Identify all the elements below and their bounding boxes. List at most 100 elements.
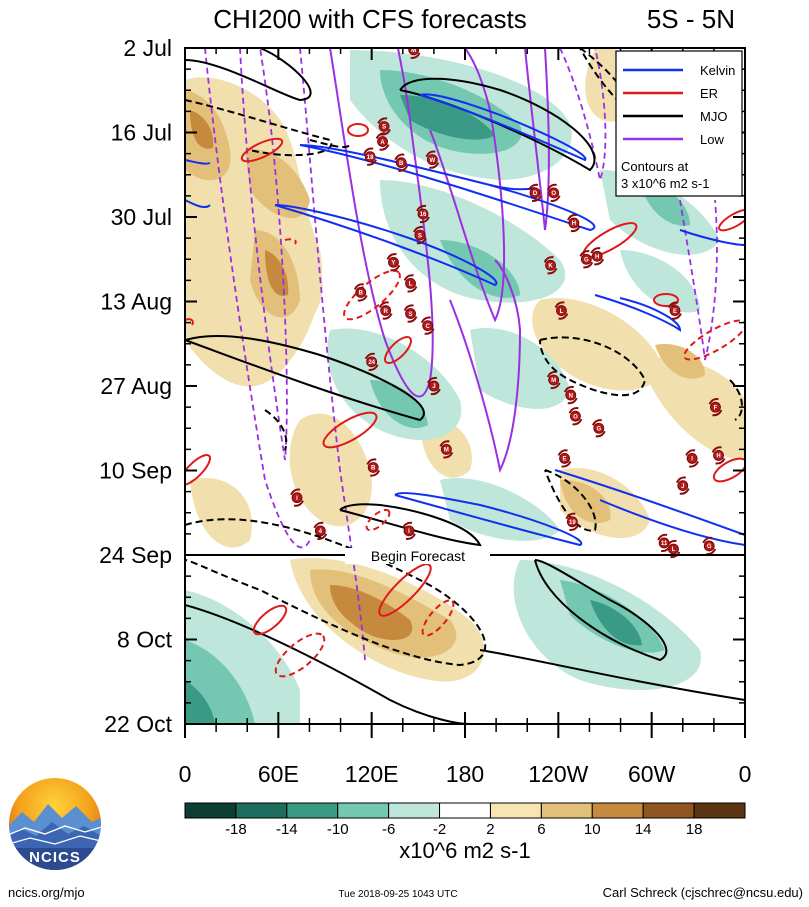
- colorbar-swatch: [235, 802, 288, 819]
- x-axis-labels: 0 60E 120E 180 120W 60W 0: [179, 761, 752, 787]
- storm-marker: N: [563, 385, 578, 405]
- storm-icon-arms: [290, 488, 304, 507]
- storm-label: B: [399, 161, 404, 167]
- storm-icon: [377, 136, 388, 147]
- storm-marker: A: [375, 132, 390, 151]
- storm-icon-arms: [554, 301, 569, 320]
- colorbar-swatch: [642, 802, 695, 819]
- storm-icon: [426, 154, 438, 166]
- storm-icon: [686, 453, 698, 464]
- storm-icon: [422, 320, 434, 332]
- storm-label: 4: [319, 529, 323, 535]
- storm-icon: [378, 121, 390, 132]
- storm-icon: [677, 480, 689, 491]
- storm-icon-arms: [591, 419, 606, 438]
- colorbar-tick-label: -10: [327, 821, 349, 838]
- storm-label: I: [296, 496, 298, 502]
- storm-icon: [570, 410, 581, 422]
- storm-icon-arms: [394, 153, 409, 172]
- colorbar-swatch: [184, 802, 237, 819]
- colorbar-swatch: [540, 802, 593, 819]
- ncics-logo: NCICS: [9, 778, 101, 870]
- storm-icon: [593, 422, 605, 434]
- storm-label: S: [409, 312, 413, 318]
- storm-icon-arms: [386, 253, 401, 272]
- storm-label: B: [359, 291, 364, 297]
- storm-marker: G: [579, 250, 594, 269]
- x-tick-label: 60E: [258, 761, 299, 787]
- storm-icon-arms: [420, 316, 435, 335]
- storm-marker: I: [402, 521, 416, 540]
- storm-label: 24: [368, 360, 375, 366]
- positive-shading-dark: [190, 110, 413, 640]
- chart-title: CHI200 with CFS forecasts: [213, 4, 527, 34]
- footer-timestamp: Tue 2018-09-25 1043 UTC: [338, 889, 457, 900]
- storm-icon-arms: [412, 225, 427, 245]
- storm-label: S: [418, 233, 422, 239]
- storm-icon-arms: [546, 370, 561, 390]
- storm-label: M: [551, 378, 556, 384]
- storm-marker: E: [557, 449, 572, 468]
- storm-label: J: [681, 484, 684, 490]
- footer-url[interactable]: ncics.org/mjo: [8, 885, 85, 900]
- storm-marker: E: [668, 301, 682, 320]
- kelvin-contours: [185, 93, 745, 547]
- storm-icon: [565, 389, 577, 401]
- storm-icon: [568, 217, 580, 229]
- x-tick-label: 180: [446, 761, 484, 787]
- storm-icon-arms: [590, 247, 605, 266]
- legend-note-line1: Contours at: [621, 159, 689, 174]
- storm-label: J: [432, 384, 435, 390]
- storm-icon-arms: [711, 446, 726, 465]
- low-contours-dashed: [204, 48, 718, 661]
- storm-marker: M: [439, 440, 454, 459]
- storm-icon-arms: [668, 301, 682, 320]
- legend-label: Kelvin: [700, 63, 735, 78]
- colorbar-swatch: [489, 802, 542, 819]
- storm-icon: [591, 250, 603, 262]
- storm-marker: R: [378, 301, 393, 320]
- storm-marker: M: [408, 48, 421, 59]
- legend-entries: Kelvin ER MJO Low: [623, 63, 735, 147]
- storm-icon: [355, 287, 367, 298]
- storm-icon: [548, 187, 560, 199]
- storm-label: G: [596, 426, 601, 432]
- storm-label: M: [444, 448, 449, 454]
- storm-icon-arms: [375, 132, 390, 151]
- storm-label: F: [714, 405, 718, 411]
- colorbar-labels: -18 -14 -10 -6 -2 2 6 10 14 18: [225, 821, 702, 838]
- storm-marker: C: [420, 316, 435, 335]
- storm-label: G: [707, 544, 712, 550]
- storm-label: 19: [569, 520, 576, 526]
- storm-marker: D: [528, 183, 542, 202]
- storm-label: C: [425, 324, 430, 330]
- storm-marker: L: [666, 539, 681, 559]
- storm-marker: H: [566, 213, 581, 233]
- y-tick-label: 22 Oct: [104, 711, 172, 737]
- legend-label: Low: [700, 132, 724, 147]
- storm-marker: M: [546, 370, 561, 390]
- colorbar-tick-label: 6: [537, 821, 545, 838]
- colorbar-swatch: [286, 802, 339, 819]
- storm-icon-arms: [579, 250, 594, 269]
- storm-icon-arms: [685, 449, 700, 468]
- storm-marker: H: [590, 247, 605, 266]
- storm-icon-arms: [708, 397, 723, 417]
- storm-label: E: [673, 309, 677, 315]
- legend-label: ER: [700, 86, 718, 101]
- storm-icon-arms: [402, 521, 416, 540]
- storm-icon-arms: [426, 376, 441, 396]
- storm-marker: B: [366, 458, 381, 477]
- colorbar-swatch: [388, 802, 441, 819]
- storm-icon-arms: [439, 440, 454, 459]
- negative-shading-dark: [185, 95, 642, 724]
- storm-label: 11: [661, 541, 668, 547]
- colorbar: [184, 802, 746, 819]
- storm-icon-arms: [313, 521, 328, 540]
- storm-icon: [405, 308, 416, 319]
- storm-marker: L: [403, 274, 418, 293]
- storm-label: S: [382, 125, 386, 131]
- storm-icon: [395, 157, 407, 169]
